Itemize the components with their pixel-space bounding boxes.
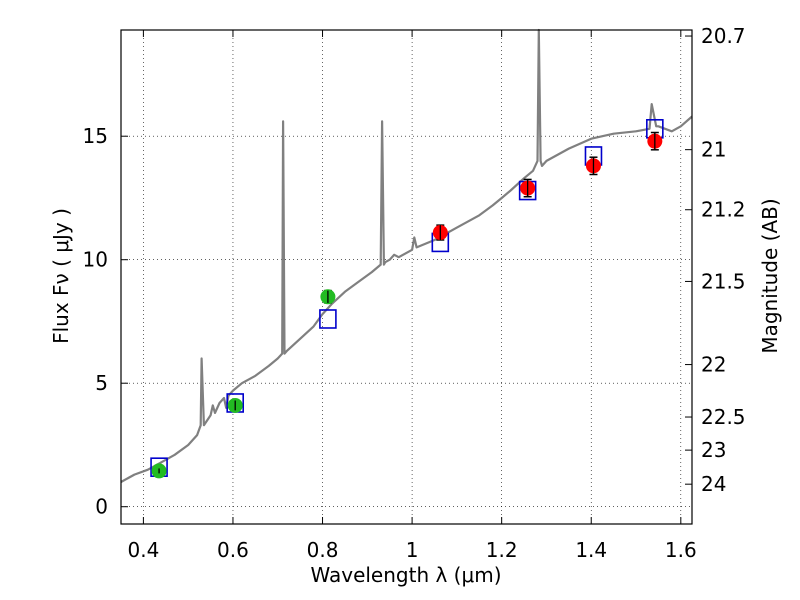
marker-layer [150, 119, 664, 479]
spectrum-layer [120, 28, 693, 483]
axis-ticks [121, 30, 692, 524]
x-tick-label: 0.6 [217, 538, 249, 562]
x-tick-label: 0.8 [307, 538, 339, 562]
x-tick-label: 0.4 [127, 538, 159, 562]
model-photometry-marker [319, 309, 337, 329]
grid-lines [121, 30, 692, 524]
y2-tick-label: 21 [701, 138, 726, 162]
y-tick-label: 5 [95, 371, 108, 395]
y2-tick-label: 21.5 [701, 269, 746, 293]
y-axis-title: Flux Fν ( μJy ) [49, 208, 73, 344]
plot-frame [120, 29, 693, 525]
x-tick-label: 1.2 [486, 538, 518, 562]
y2-tick-label: 21.2 [701, 198, 746, 222]
y2-tick-label: 22 [701, 353, 726, 377]
x-axis-title: Wavelength λ (μm) [310, 563, 501, 587]
y-tick-label: 0 [95, 495, 108, 519]
tick-labels: 0.4 0.6 0.8 1 1.2 1.4 1.6 0 5 10 15 20.7 21 21.2 21.5 2… [83, 24, 746, 562]
y2-axis-title-text: Magnitude (AB) [758, 198, 782, 353]
y2-tick-label: 23 [701, 438, 726, 462]
y-tick-label: 10 [83, 248, 108, 272]
y2-tick-label: 20.7 [701, 24, 746, 48]
y2-axis-title: Magnitude (AB) [758, 198, 782, 353]
y-tick-label: 15 [83, 124, 108, 148]
y2-tick-label: 24 [701, 472, 726, 496]
y2-tick-label: 22.5 [701, 405, 746, 429]
spectrum-line [120, 28, 693, 483]
errorbar-layer [155, 131, 659, 475]
x-tick-label: 1 [406, 538, 419, 562]
x-tick-label: 1.6 [665, 538, 697, 562]
x-axis-title-text: Wavelength λ (μm) [310, 563, 501, 587]
x-tick-label: 1.4 [575, 538, 607, 562]
y-axis-title-text: Flux Fν ( μJy ) [49, 208, 73, 344]
